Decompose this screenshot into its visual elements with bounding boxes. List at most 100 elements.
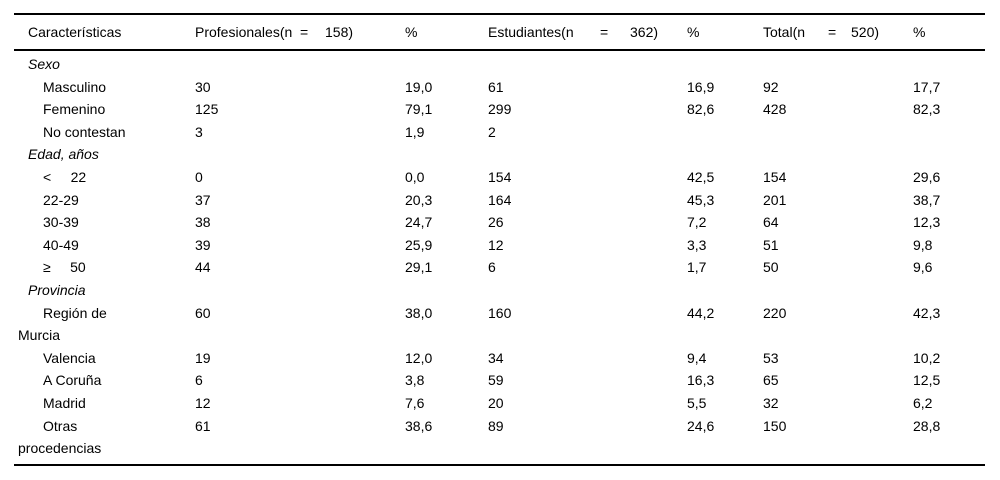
row-label: A Coruña <box>43 372 102 389</box>
cell-profesionales-pct: 79,1 <box>405 101 433 118</box>
table-row: ≥ 50 44 29,1 6 1,7 50 9,6 <box>0 256 1000 279</box>
cell-profesionales-pct: 1,9 <box>405 123 425 140</box>
header-group-name: Estudiantes(n <box>488 24 574 40</box>
table-row: No contestan 3 1,9 2 <box>0 121 1000 144</box>
cell-total-pct: 6,2 <box>913 394 933 411</box>
cell-profesionales-n: 3 <box>195 123 203 140</box>
row-label: Madrid <box>43 394 86 411</box>
column-header-estudiantes-pct: % <box>687 24 700 40</box>
header-equals-sign: = <box>300 24 309 40</box>
table-row: 22-29 37 20,3 164 45,3 201 38,7 <box>0 189 1000 212</box>
cell-total-pct: 29,6 <box>913 168 941 185</box>
cell-profesionales-n: 6 <box>195 372 203 389</box>
cell-total-n: 150 <box>763 417 787 434</box>
cell-total-n: 154 <box>763 168 787 185</box>
cell-estudiantes-pct: 5,5 <box>687 394 707 411</box>
cell-estudiantes-n: 89 <box>488 417 504 434</box>
header-group-n: 158) <box>325 24 354 40</box>
cell-estudiantes-n: 12 <box>488 236 504 253</box>
header-group-n: 520) <box>851 24 880 40</box>
cell-total-n: 51 <box>763 236 779 253</box>
cell-total-pct: 42,3 <box>913 304 941 321</box>
cell-profesionales-pct: 7,6 <box>405 394 425 411</box>
cell-total-pct: 17,7 <box>913 78 941 95</box>
cell-estudiantes-n: 2 <box>488 123 496 140</box>
cell-profesionales-n: 60 <box>195 304 211 321</box>
cell-total-pct: 12,5 <box>913 372 941 389</box>
cell-profesionales-pct: 24,7 <box>405 214 433 231</box>
cell-profesionales-n: 19 <box>195 349 211 366</box>
cell-profesionales-n: 37 <box>195 191 211 208</box>
table-row: Femenino 125 79,1 299 82,6 428 82,3 <box>0 98 1000 121</box>
header-equals-sign: = <box>828 24 837 40</box>
cell-estudiantes-pct: 7,2 <box>687 214 707 231</box>
table-row: Valencia 19 12,0 34 9,4 53 10,2 <box>0 347 1000 370</box>
header-group-name: Profesionales(n <box>195 24 293 40</box>
cell-profesionales-n: 38 <box>195 214 211 231</box>
column-header-estudiantes: Estudiantes(n = 362) <box>488 24 687 40</box>
row-label: < 22 <box>43 168 87 185</box>
cell-profesionales-n: 12 <box>195 394 211 411</box>
cell-total-n: 65 <box>763 372 779 389</box>
cell-estudiantes-pct: 44,2 <box>687 304 715 321</box>
column-header-total: Total(n = 520) <box>763 24 913 40</box>
cell-total-pct <box>913 121 1000 144</box>
cell-total-n: 50 <box>763 259 779 276</box>
section-title: Provincia <box>28 281 86 298</box>
cell-total-pct: 28,8 <box>913 417 941 434</box>
cell-estudiantes-pct <box>687 121 763 144</box>
header-equals-sign: = <box>600 24 609 40</box>
cell-total-n: 32 <box>763 394 779 411</box>
cell-total-n: 220 <box>763 304 787 321</box>
cell-profesionales-pct: 29,1 <box>405 259 433 276</box>
cell-total-pct: 82,3 <box>913 101 941 118</box>
cell-estudiantes-pct: 9,4 <box>687 349 707 366</box>
cell-profesionales-n: 44 <box>195 259 211 276</box>
cell-total-n: 64 <box>763 214 779 231</box>
cell-total-pct: 10,2 <box>913 349 941 366</box>
cell-estudiantes-n: 61 <box>488 78 504 95</box>
row-label: Región de Murcia <box>18 304 111 344</box>
cell-estudiantes-pct: 16,9 <box>687 78 715 95</box>
row-label: 40-49 <box>43 236 79 253</box>
table-row: 30-39 38 24,7 26 7,2 64 12,3 <box>0 211 1000 234</box>
cell-estudiantes-n: 34 <box>488 349 504 366</box>
table-body: Sexo Masculino 30 19,0 61 16,9 92 17,7 F… <box>0 51 1000 464</box>
table-row: Región de Murcia 60 38,0 160 44,2 220 42… <box>0 302 1000 347</box>
cell-estudiantes-n: 160 <box>488 304 512 321</box>
cell-profesionales-pct: 25,9 <box>405 236 433 253</box>
cell-estudiantes-n: 26 <box>488 214 504 231</box>
table-row: Masculino 30 19,0 61 16,9 92 17,7 <box>0 76 1000 99</box>
table-header-row: Características Profesionales(n = 158) %… <box>0 15 1000 49</box>
section-title: Edad, años <box>28 146 99 163</box>
cell-total-pct: 9,8 <box>913 236 933 253</box>
cell-profesionales-n: 125 <box>195 101 219 118</box>
table-row: A Coruña 6 3,8 59 16,3 65 12,5 <box>0 369 1000 392</box>
cell-estudiantes-n: 20 <box>488 394 504 411</box>
cell-estudiantes-pct: 42,5 <box>687 168 715 185</box>
cell-total-n: 428 <box>763 101 787 118</box>
cell-estudiantes-pct: 3,3 <box>687 236 707 253</box>
row-label: Masculino <box>43 78 107 95</box>
cell-profesionales-pct: 3,8 <box>405 372 425 389</box>
row-label: Otras procedencias <box>18 417 102 457</box>
table-row: Madrid 12 7,6 20 5,5 32 6,2 <box>0 392 1000 415</box>
cell-estudiantes-pct: 1,7 <box>687 259 707 276</box>
cell-profesionales-pct: 38,6 <box>405 417 433 434</box>
cell-profesionales-n: 30 <box>195 78 211 95</box>
row-label: Femenino <box>43 101 106 118</box>
cell-total-n: 53 <box>763 349 779 366</box>
column-header-profesionales: Profesionales(n = 158) <box>195 24 405 40</box>
table-header-rule <box>14 49 985 51</box>
column-header-total-pct: % <box>913 24 926 40</box>
cell-total-pct: 12,3 <box>913 214 941 231</box>
section-title: Sexo <box>28 56 60 72</box>
cell-profesionales-n: 61 <box>195 417 211 434</box>
table-row: < 22 0 0,0 154 42,5 154 29,6 <box>0 166 1000 189</box>
cell-total-n: 92 <box>763 78 779 95</box>
cell-profesionales-pct: 19,0 <box>405 78 433 95</box>
column-header-caracteristicas: Características <box>28 24 122 40</box>
table-row: 40-49 39 25,9 12 3,3 51 9,8 <box>0 234 1000 257</box>
table-row: Otras procedencias 61 38,6 89 24,6 150 2… <box>0 415 1000 460</box>
header-group-n: 362) <box>630 24 659 40</box>
